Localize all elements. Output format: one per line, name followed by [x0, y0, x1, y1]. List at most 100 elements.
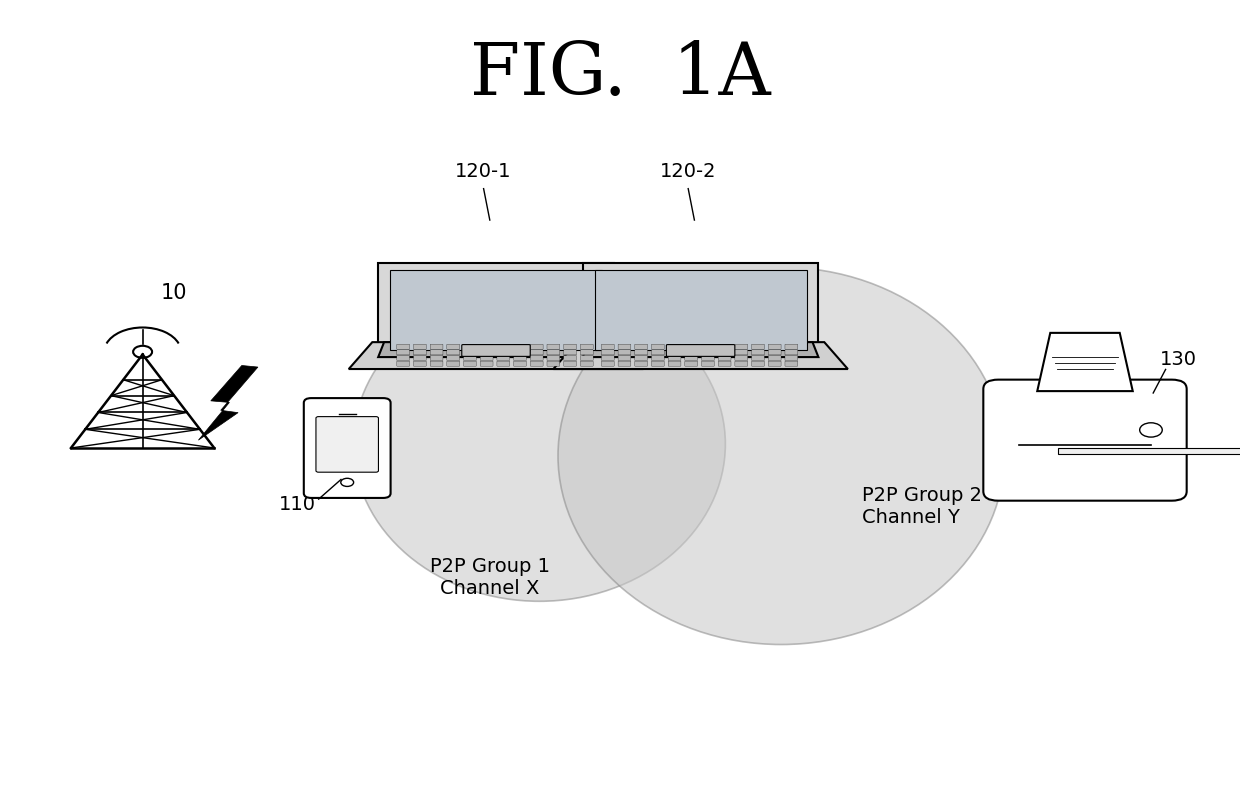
FancyBboxPatch shape — [547, 361, 559, 366]
FancyBboxPatch shape — [618, 344, 631, 349]
FancyBboxPatch shape — [751, 355, 764, 361]
FancyBboxPatch shape — [635, 344, 647, 349]
FancyBboxPatch shape — [785, 344, 797, 349]
FancyBboxPatch shape — [666, 344, 735, 356]
FancyBboxPatch shape — [580, 361, 593, 366]
FancyBboxPatch shape — [564, 355, 577, 361]
FancyBboxPatch shape — [718, 344, 732, 349]
Text: 110: 110 — [279, 495, 316, 514]
FancyBboxPatch shape — [531, 350, 543, 355]
FancyBboxPatch shape — [464, 344, 476, 349]
FancyBboxPatch shape — [651, 355, 665, 361]
FancyBboxPatch shape — [618, 355, 631, 361]
FancyBboxPatch shape — [785, 355, 797, 361]
FancyBboxPatch shape — [413, 355, 427, 361]
FancyBboxPatch shape — [785, 350, 797, 355]
FancyBboxPatch shape — [513, 361, 527, 366]
FancyBboxPatch shape — [446, 355, 460, 361]
FancyBboxPatch shape — [769, 350, 781, 355]
FancyBboxPatch shape — [651, 361, 665, 366]
Text: 10: 10 — [160, 283, 187, 303]
FancyBboxPatch shape — [497, 350, 510, 355]
FancyBboxPatch shape — [413, 361, 427, 366]
FancyBboxPatch shape — [430, 361, 443, 366]
FancyBboxPatch shape — [668, 350, 681, 355]
FancyBboxPatch shape — [601, 344, 614, 349]
Polygon shape — [594, 270, 806, 350]
FancyBboxPatch shape — [735, 344, 748, 349]
FancyBboxPatch shape — [497, 355, 510, 361]
FancyBboxPatch shape — [684, 355, 698, 361]
FancyBboxPatch shape — [769, 355, 781, 361]
FancyBboxPatch shape — [564, 361, 577, 366]
FancyBboxPatch shape — [635, 350, 647, 355]
FancyBboxPatch shape — [413, 344, 427, 349]
FancyBboxPatch shape — [702, 355, 714, 361]
FancyBboxPatch shape — [397, 350, 409, 355]
Polygon shape — [1058, 448, 1240, 454]
FancyBboxPatch shape — [601, 350, 614, 355]
Polygon shape — [348, 342, 644, 369]
Ellipse shape — [558, 267, 1004, 645]
FancyBboxPatch shape — [651, 344, 665, 349]
FancyBboxPatch shape — [735, 355, 748, 361]
FancyBboxPatch shape — [480, 361, 494, 366]
FancyBboxPatch shape — [580, 350, 593, 355]
FancyBboxPatch shape — [718, 350, 732, 355]
FancyBboxPatch shape — [513, 350, 527, 355]
FancyBboxPatch shape — [547, 350, 559, 355]
FancyBboxPatch shape — [618, 361, 631, 366]
FancyBboxPatch shape — [718, 361, 732, 366]
FancyBboxPatch shape — [547, 355, 559, 361]
FancyBboxPatch shape — [397, 361, 409, 366]
FancyBboxPatch shape — [684, 344, 698, 349]
FancyBboxPatch shape — [497, 344, 510, 349]
Text: 130: 130 — [1159, 351, 1197, 369]
FancyBboxPatch shape — [635, 361, 647, 366]
FancyBboxPatch shape — [413, 350, 427, 355]
FancyBboxPatch shape — [684, 361, 698, 366]
FancyBboxPatch shape — [580, 355, 593, 361]
FancyBboxPatch shape — [668, 361, 681, 366]
Text: 120-2: 120-2 — [660, 162, 717, 181]
FancyBboxPatch shape — [316, 417, 378, 472]
FancyBboxPatch shape — [531, 355, 543, 361]
FancyBboxPatch shape — [513, 355, 527, 361]
Text: P2P Group 2
Channel Y: P2P Group 2 Channel Y — [862, 487, 982, 527]
Polygon shape — [378, 263, 614, 357]
FancyBboxPatch shape — [668, 355, 681, 361]
FancyBboxPatch shape — [564, 344, 577, 349]
FancyBboxPatch shape — [702, 361, 714, 366]
Polygon shape — [378, 342, 614, 357]
FancyBboxPatch shape — [769, 344, 781, 349]
FancyBboxPatch shape — [461, 344, 531, 356]
Text: FIG.  1A: FIG. 1A — [470, 39, 770, 110]
FancyBboxPatch shape — [446, 361, 460, 366]
FancyBboxPatch shape — [464, 355, 476, 361]
FancyBboxPatch shape — [464, 361, 476, 366]
FancyBboxPatch shape — [601, 361, 614, 366]
FancyBboxPatch shape — [430, 350, 443, 355]
Polygon shape — [391, 270, 603, 350]
FancyBboxPatch shape — [304, 398, 391, 498]
FancyBboxPatch shape — [480, 344, 494, 349]
FancyBboxPatch shape — [651, 350, 665, 355]
Text: 120-1: 120-1 — [455, 162, 512, 181]
FancyBboxPatch shape — [480, 350, 494, 355]
Text: P2P Group 1
Channel X: P2P Group 1 Channel X — [430, 557, 549, 598]
FancyBboxPatch shape — [446, 344, 460, 349]
FancyBboxPatch shape — [668, 344, 681, 349]
FancyBboxPatch shape — [430, 344, 443, 349]
FancyBboxPatch shape — [735, 350, 748, 355]
FancyBboxPatch shape — [635, 355, 647, 361]
FancyBboxPatch shape — [531, 361, 543, 366]
FancyBboxPatch shape — [430, 355, 443, 361]
FancyBboxPatch shape — [702, 350, 714, 355]
FancyBboxPatch shape — [513, 344, 527, 349]
Polygon shape — [553, 342, 848, 369]
FancyBboxPatch shape — [618, 350, 631, 355]
Polygon shape — [1037, 333, 1133, 391]
FancyBboxPatch shape — [531, 344, 543, 349]
FancyBboxPatch shape — [751, 361, 764, 366]
FancyBboxPatch shape — [769, 361, 781, 366]
